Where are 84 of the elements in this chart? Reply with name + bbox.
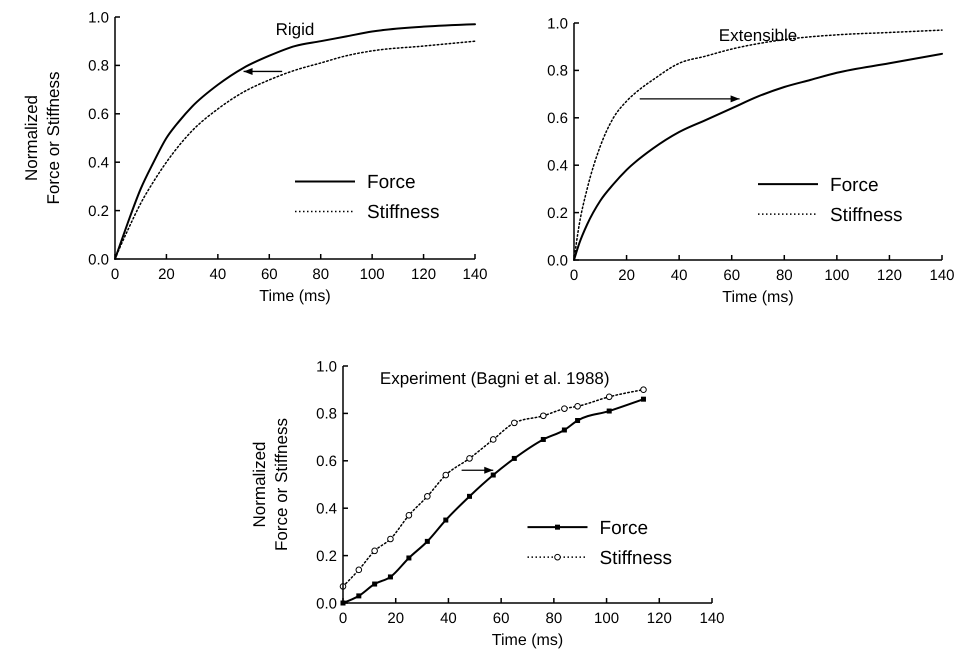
- y-tick-label: 1.0: [547, 15, 568, 32]
- y-tick-label: 0.4: [316, 500, 337, 518]
- x-tick-label: 140: [462, 266, 488, 283]
- y-tick-label: 0.8: [316, 406, 337, 423]
- x-tick-label: 0: [570, 267, 578, 284]
- legend-label: Stiffness: [600, 548, 672, 569]
- chart-title: Experiment (Bagni et al. 1988): [380, 369, 610, 388]
- chart-title: Extensible: [718, 26, 798, 45]
- x-tick-label: 0: [110, 266, 120, 283]
- point: [467, 494, 472, 499]
- point: [606, 394, 613, 400]
- x-tick-label: 60: [492, 610, 510, 627]
- x-tick-label: 80: [546, 610, 562, 627]
- point: [406, 512, 412, 519]
- point: [372, 582, 378, 587]
- point: [540, 412, 547, 420]
- point: [562, 427, 567, 432]
- point: [606, 408, 612, 414]
- x-tick-label: 140: [929, 267, 955, 284]
- y-tick-label: 0.2: [316, 548, 337, 565]
- x-tick-label: 100: [824, 267, 850, 284]
- y-tick-label: 1.0: [88, 9, 109, 26]
- point: [356, 566, 362, 574]
- x-tick-label: 20: [158, 266, 175, 283]
- y-tick-label: 0.4: [547, 157, 568, 174]
- y-axis-title: Normalized Force or Stiffness: [22, 72, 63, 204]
- legend-label: Force: [600, 518, 648, 539]
- x-tick-label: 40: [670, 267, 688, 284]
- point: [575, 418, 580, 424]
- legend-label: Stiffness: [830, 204, 903, 226]
- y-tick-label: 0.6: [316, 453, 337, 470]
- y-tick-label: 1.0: [316, 358, 337, 376]
- x-tick-label: 120: [411, 266, 436, 283]
- x-tick-label: 20: [387, 610, 404, 627]
- legend-label: Stiffness: [367, 202, 440, 224]
- y-tick-label: 0.0: [547, 252, 568, 270]
- x-tick-label: 40: [440, 610, 457, 627]
- x-axis-title: Time (ms): [492, 632, 564, 649]
- legend-label: Force: [830, 174, 879, 196]
- x-axis-title: Time (ms): [259, 288, 331, 305]
- x-tick-label: 120: [876, 267, 902, 284]
- point: [640, 386, 647, 393]
- y-tick-label: 0.8: [88, 58, 109, 75]
- point: [466, 455, 473, 462]
- point: [406, 555, 412, 560]
- y-tick-label: 0.2: [547, 204, 568, 222]
- y-tick-label: 0.0: [88, 251, 109, 268]
- y-axis-title: Normalized Force or Stiffness: [250, 418, 291, 551]
- x-tick-label: 100: [594, 610, 620, 627]
- y-tick-label: 0.4: [88, 154, 109, 172]
- y-tick-label: 0.0: [316, 595, 337, 612]
- point: [388, 574, 393, 580]
- x-tick-label: 100: [360, 266, 385, 283]
- point: [387, 536, 394, 542]
- x-tick-label: 0: [338, 610, 348, 627]
- y-tick-label: 0.6: [547, 110, 568, 128]
- x-tick-label: 120: [646, 610, 672, 627]
- point: [424, 493, 431, 500]
- legend-label: Force: [367, 172, 416, 194]
- x-axis-title: Time (ms): [722, 289, 794, 306]
- point: [561, 405, 568, 412]
- x-tick-label: 60: [260, 266, 278, 283]
- chart-title: Rigid: [276, 20, 314, 39]
- point: [443, 518, 448, 523]
- x-tick-label: 80: [312, 266, 330, 283]
- x-tick-label: 60: [723, 267, 740, 284]
- point: [540, 436, 546, 442]
- point: [490, 436, 497, 443]
- x-tick-label: 80: [776, 267, 793, 284]
- point: [574, 402, 581, 410]
- point: [371, 548, 378, 554]
- point: [356, 593, 362, 598]
- point: [490, 472, 496, 478]
- y-tick-label: 0.2: [88, 202, 109, 220]
- x-tick-label: 140: [699, 610, 725, 627]
- x-tick-label: 20: [618, 267, 635, 284]
- point: [442, 472, 450, 478]
- point: [424, 538, 430, 544]
- y-tick-label: 0.6: [88, 106, 109, 124]
- y-tick-label: 0.8: [547, 62, 568, 80]
- point: [640, 396, 646, 402]
- x-tick-label: 40: [210, 266, 226, 283]
- point: [512, 456, 517, 461]
- point: [511, 420, 518, 426]
